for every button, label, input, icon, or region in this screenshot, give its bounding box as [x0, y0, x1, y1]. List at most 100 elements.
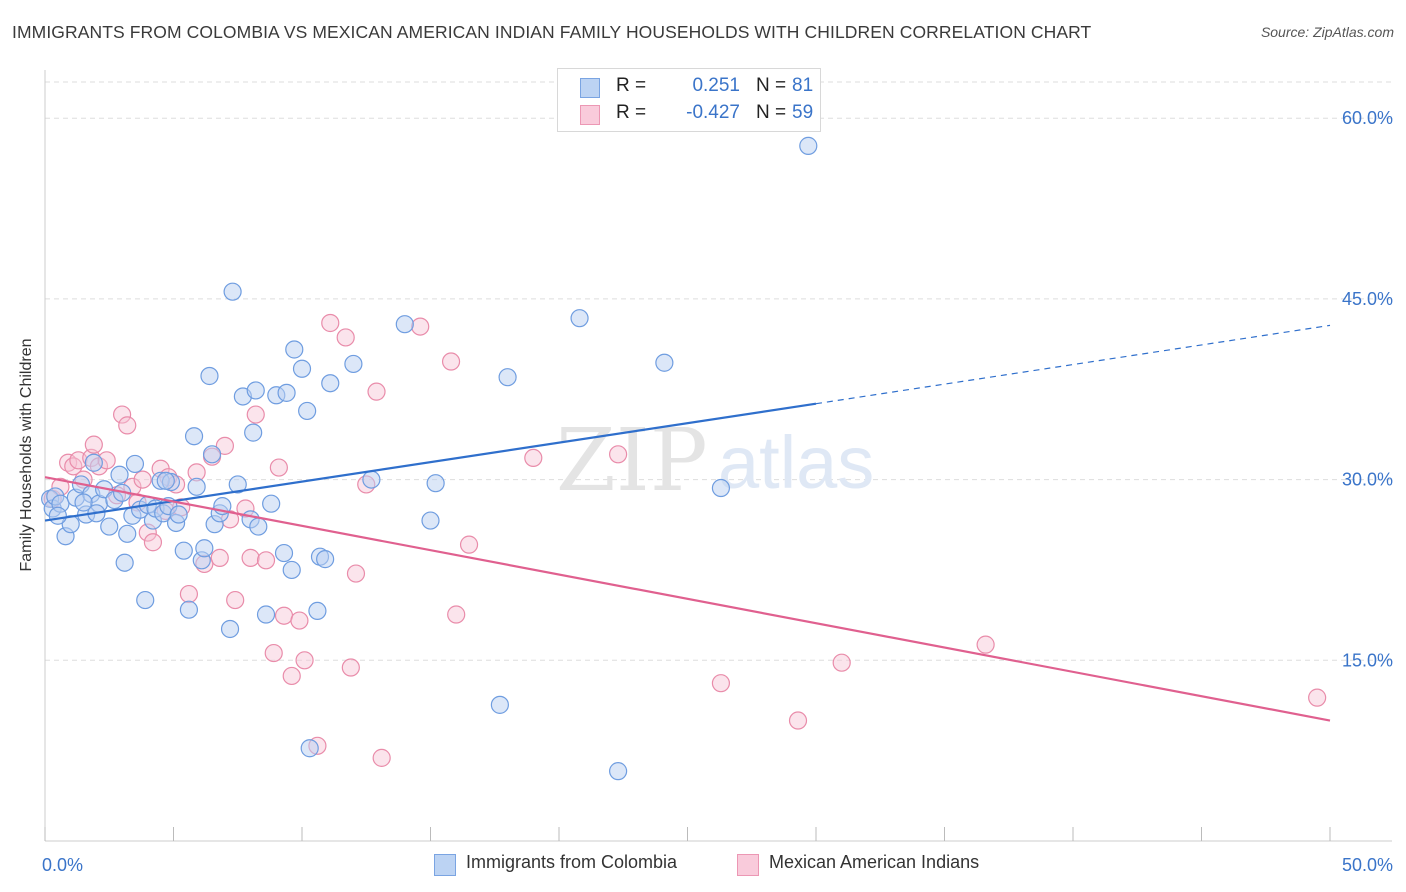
- legend-label-mexican: Mexican American Indians: [769, 852, 980, 872]
- point-colombia-33: [184, 427, 204, 446]
- point-mexican-44: [341, 658, 360, 677]
- point-mexican-51: [447, 605, 466, 624]
- point-mexican-17: [143, 533, 163, 552]
- point-colombia-67: [490, 695, 509, 714]
- r-label: R =: [616, 75, 647, 96]
- point-colombia-13: [100, 517, 119, 536]
- stats-box: R = 0.251 N = 81 R = -0.427 N = 59: [557, 68, 821, 132]
- y-tick-label-3: 60.0%: [1342, 108, 1393, 128]
- point-mexican-48: [372, 748, 391, 767]
- point-colombia-76: [156, 471, 175, 490]
- y-tick-label-2: 45.0%: [1342, 289, 1393, 309]
- point-colombia-52: [274, 543, 294, 563]
- point-mexican-39: [290, 611, 309, 630]
- stats-swatch-blue: [580, 78, 600, 98]
- watermark-atlas: atlas: [718, 421, 874, 504]
- legend-label-colombia: Immigrants from Colombia: [466, 852, 678, 872]
- n-value-mexican: 59: [792, 102, 814, 123]
- point-colombia-48: [249, 517, 268, 536]
- point-colombia-46: [244, 423, 263, 442]
- point-colombia-54: [282, 560, 301, 580]
- point-mexican-50: [441, 352, 461, 371]
- point-colombia-38: [202, 445, 222, 464]
- series-mexican-american-indians: [43, 313, 1327, 767]
- series-immigrants-from-colombia: [41, 136, 818, 781]
- n-label: N =: [756, 75, 787, 96]
- point-colombia-71: [655, 353, 674, 372]
- point-mexican-40: [295, 651, 314, 670]
- point-colombia-66: [426, 474, 445, 493]
- point-colombia-64: [395, 315, 414, 334]
- r-value-colombia: 0.251: [692, 75, 740, 96]
- point-colombia-53: [277, 383, 296, 402]
- point-colombia-55: [285, 340, 304, 359]
- tick-labels: 15.0% 30.0% 45.0% 60.0% 0.0% 50.0%: [42, 108, 1393, 875]
- point-colombia-65: [421, 511, 440, 530]
- point-mexican-47: [367, 382, 386, 401]
- point-colombia-60: [316, 550, 335, 569]
- point-colombia-41: [220, 619, 240, 639]
- point-colombia-21: [136, 590, 155, 610]
- point-mexican-42: [321, 313, 340, 333]
- point-colombia-43: [228, 475, 247, 494]
- point-colombia-58: [308, 601, 327, 621]
- point-mexican-43: [336, 328, 355, 347]
- n-label: N =: [756, 102, 787, 123]
- point-mexican-37: [274, 606, 294, 625]
- point-mexican-35: [264, 643, 283, 663]
- watermark-zip: ZIP: [556, 411, 708, 511]
- point-colombia-79: [74, 493, 93, 512]
- trend-lines: [44, 324, 1331, 722]
- point-colombia-36: [195, 539, 214, 558]
- point-colombia-49: [256, 605, 276, 624]
- y-tick-label-1: 30.0%: [1342, 470, 1393, 490]
- point-mexican-15: [133, 470, 152, 489]
- point-mexican-23: [179, 584, 199, 604]
- point-colombia-42: [223, 282, 242, 301]
- point-mexican-27: [210, 548, 229, 567]
- point-colombia-30: [169, 505, 188, 524]
- point-colombia-19: [125, 454, 145, 474]
- y-tick-label-0: 15.0%: [1342, 650, 1393, 670]
- point-colombia-37: [200, 366, 219, 386]
- point-mexican-45: [346, 564, 366, 583]
- chart-title: IMMIGRANTS FROM COLOMBIA VS MEXICAN AMER…: [12, 22, 1092, 42]
- n-value-colombia: 81: [792, 75, 814, 96]
- stats-swatch-pink: [580, 105, 600, 125]
- r-label: R =: [616, 102, 647, 123]
- point-colombia-31: [174, 541, 193, 560]
- trend-line-colombia-extension: [815, 324, 1331, 405]
- x-tick-label-1: 50.0%: [1342, 855, 1393, 875]
- point-mexican-38: [282, 666, 301, 686]
- point-mexican-52: [459, 535, 479, 554]
- watermark: ZIP atlas: [556, 411, 874, 511]
- point-mexican-53: [524, 448, 543, 468]
- point-mexican-54: [609, 445, 628, 464]
- point-colombia-17: [118, 524, 137, 543]
- point-mexican-30: [226, 590, 245, 610]
- point-mexican-56: [788, 711, 808, 730]
- point-mexican-12: [118, 416, 137, 435]
- point-colombia-68: [498, 368, 517, 387]
- point-colombia-74: [300, 739, 319, 758]
- point-mexican-7: [84, 435, 103, 454]
- point-mexican-57: [832, 653, 851, 672]
- point-mexican-55: [711, 674, 731, 693]
- point-mexican-28: [215, 436, 234, 455]
- trend-line-mexican: [44, 476, 1331, 722]
- point-mexican-34: [256, 551, 276, 570]
- point-colombia-47: [246, 381, 265, 400]
- point-colombia-56: [292, 359, 312, 378]
- point-colombia-61: [321, 374, 340, 393]
- point-colombia-63: [362, 470, 381, 489]
- point-colombia-62: [344, 354, 363, 374]
- legend-swatch-pink: [737, 854, 759, 876]
- point-colombia-34: [187, 477, 206, 496]
- legend-swatch-blue: [434, 854, 456, 876]
- r-value-mexican: -0.427: [686, 102, 740, 123]
- point-colombia-10: [84, 453, 103, 472]
- point-colombia-70: [609, 762, 628, 781]
- point-mexican-33: [246, 405, 265, 424]
- point-mexican-58: [976, 635, 995, 654]
- point-colombia-72: [711, 478, 731, 498]
